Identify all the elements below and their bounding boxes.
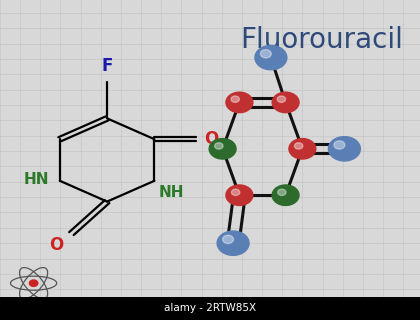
Circle shape (272, 92, 299, 113)
Circle shape (231, 189, 240, 196)
Circle shape (217, 231, 249, 255)
Circle shape (272, 185, 299, 205)
Circle shape (328, 137, 360, 161)
Text: NH: NH (159, 185, 184, 200)
Circle shape (215, 143, 223, 149)
Circle shape (231, 96, 239, 102)
FancyBboxPatch shape (0, 297, 420, 320)
Circle shape (260, 50, 271, 58)
Circle shape (294, 143, 303, 149)
Circle shape (29, 280, 38, 286)
Circle shape (278, 189, 286, 196)
Circle shape (255, 45, 287, 70)
Text: O: O (50, 236, 64, 254)
Circle shape (223, 235, 234, 244)
Text: Fluorouracil: Fluorouracil (240, 26, 403, 53)
Circle shape (277, 96, 286, 102)
Text: alamy - 2RTW85X: alamy - 2RTW85X (164, 303, 256, 314)
Text: HN: HN (24, 172, 49, 187)
Circle shape (289, 139, 316, 159)
Text: F: F (101, 57, 113, 75)
Circle shape (334, 141, 345, 149)
Circle shape (226, 92, 253, 113)
Circle shape (226, 185, 253, 205)
Text: O: O (204, 130, 218, 148)
Circle shape (209, 139, 236, 159)
